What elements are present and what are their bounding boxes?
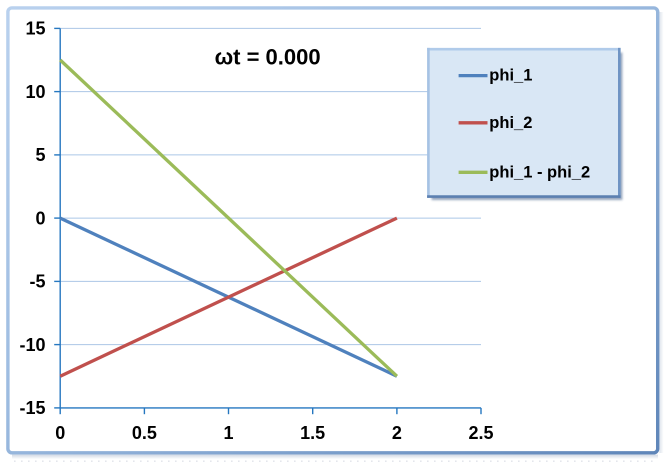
svg-text:10: 10 [25, 82, 45, 102]
svg-text:-10: -10 [19, 335, 45, 355]
svg-text:ωt = 0.000: ωt = 0.000 [215, 45, 321, 70]
svg-text:2: 2 [392, 423, 402, 443]
svg-text:-5: -5 [29, 272, 45, 292]
svg-text:1: 1 [223, 423, 233, 443]
svg-text:1.5: 1.5 [300, 423, 325, 443]
svg-text:-15: -15 [19, 398, 45, 418]
svg-text:2.5: 2.5 [468, 423, 493, 443]
svg-text:5: 5 [35, 145, 45, 165]
svg-text:15: 15 [25, 19, 45, 39]
svg-text:phi_1: phi_1 [489, 67, 532, 85]
svg-text:0.5: 0.5 [132, 423, 157, 443]
svg-text:phi_2: phi_2 [489, 114, 532, 132]
svg-text:phi_1 - phi_2: phi_1 - phi_2 [489, 163, 590, 181]
svg-text:0: 0 [55, 423, 65, 443]
svg-text:0: 0 [35, 208, 45, 228]
